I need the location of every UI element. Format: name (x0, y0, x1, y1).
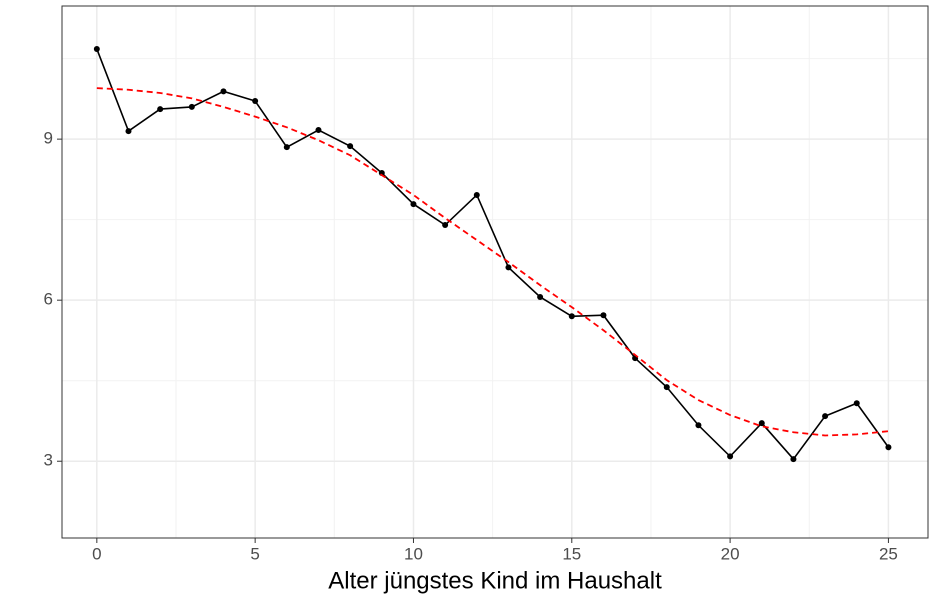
x-tick-label: 10 (404, 544, 423, 563)
x-tick-label: 0 (92, 544, 101, 563)
point (853, 400, 860, 407)
panel-border (61, 5, 929, 539)
point (252, 98, 259, 105)
point (727, 453, 734, 460)
point (790, 456, 797, 463)
point (695, 422, 702, 429)
point (473, 191, 480, 198)
point (220, 88, 227, 95)
point (93, 45, 100, 52)
point (188, 103, 195, 110)
point (378, 169, 385, 176)
x-tick-label: 15 (562, 544, 581, 563)
point (663, 384, 670, 391)
x-tick-label: 20 (721, 544, 740, 563)
point (537, 293, 544, 300)
x-tick-label: 5 (250, 544, 259, 563)
line (96, 48, 890, 461)
point (347, 143, 354, 150)
point (505, 264, 512, 271)
x-axis-label: Alter jüngstes Kind im Haushalt (328, 567, 662, 594)
point (885, 444, 892, 451)
point (157, 106, 164, 113)
y-tick-label: 6 (44, 290, 53, 309)
y-tick-label: 3 (44, 451, 53, 470)
point (125, 128, 132, 135)
line (96, 87, 889, 437)
point (442, 222, 449, 229)
point (600, 312, 607, 319)
point (568, 313, 575, 320)
point (283, 144, 290, 151)
point (758, 420, 765, 427)
point (822, 413, 829, 420)
point (315, 127, 322, 134)
point (410, 201, 417, 208)
y-tick-label: 9 (44, 129, 53, 148)
x-tick-label: 25 (879, 544, 898, 563)
